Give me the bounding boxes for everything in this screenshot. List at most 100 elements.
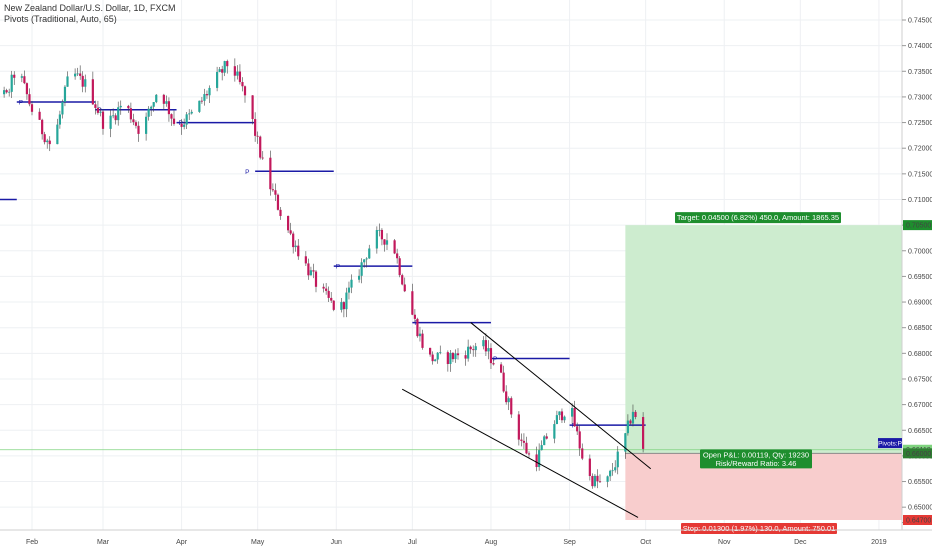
candle-body (147, 108, 150, 117)
x-tick-label: Jul (408, 539, 417, 546)
candle-body (28, 94, 31, 105)
y-tick-label: 0.69500 (908, 274, 932, 281)
trendline[interactable] (401, 388, 639, 518)
candle-body (251, 95, 254, 120)
candle-body (61, 101, 64, 115)
candle-body (492, 363, 495, 365)
candle-body (606, 476, 609, 482)
candle-body (439, 352, 442, 353)
target-label: Target: 0.04500 (6.82%) 450.0, Amount: 1… (675, 212, 841, 224)
candle-body (41, 119, 44, 135)
candle-body (185, 114, 188, 125)
candle-body (527, 453, 531, 455)
pnl-label-text: Open P&L: 0.00119, Qty: 19230 (703, 450, 809, 459)
candle-body (205, 94, 209, 96)
candle-body (13, 74, 16, 78)
candle-body (555, 415, 558, 425)
x-tick-label: Feb (26, 539, 38, 546)
candle-body (132, 119, 135, 123)
candle-body (38, 111, 41, 120)
candle-body (456, 353, 460, 356)
time-axis[interactable]: Feb Mar Apr May Jun Jul Aug Sep Oct Nov Dec 2019 (26, 539, 887, 546)
entry-price-badge: 0.66000 (906, 451, 931, 458)
candle-body (451, 352, 455, 360)
y-tick-label: 0.69000 (908, 300, 932, 307)
candle-body (152, 102, 155, 107)
candle-body (393, 240, 396, 254)
candle-body (20, 76, 23, 78)
candle-body (553, 424, 556, 439)
candle-body (114, 115, 117, 121)
candle-body (276, 194, 280, 210)
candle-body (598, 481, 602, 483)
candle-body (525, 442, 528, 454)
candle-body (25, 83, 29, 95)
candle-body (216, 71, 219, 88)
candle-body (167, 101, 171, 115)
x-tick-label: Mar (97, 539, 110, 546)
candle-body (507, 398, 510, 403)
candle-body (332, 300, 335, 310)
pnl-label-text: Risk/Reward Ratio: 3.46 (716, 459, 797, 468)
candle-body (261, 157, 264, 159)
candle-body (221, 69, 224, 73)
candle-body (411, 291, 414, 315)
candle-body (434, 359, 437, 362)
candle-body (117, 107, 120, 121)
candle-body (505, 391, 508, 403)
candle-body (200, 100, 203, 102)
candle-body (626, 420, 629, 434)
position-zones[interactable] (625, 225, 902, 520)
trendlines[interactable] (401, 322, 652, 518)
x-tick-label: Dec (794, 539, 807, 546)
target-zone[interactable] (625, 225, 902, 454)
candle-body (375, 230, 378, 249)
candle-body (472, 349, 475, 351)
candle-body (119, 105, 122, 108)
candle-body (23, 76, 26, 84)
candle-body (292, 233, 295, 248)
candle-body (325, 288, 328, 291)
candle-body (271, 189, 274, 191)
candle-body (223, 61, 226, 73)
candle-body (538, 450, 541, 468)
candle-body (624, 433, 627, 452)
candle-body (183, 124, 186, 127)
candle-body (109, 115, 112, 129)
candle-body (616, 451, 619, 468)
candle-body (413, 314, 416, 319)
candle-body (309, 270, 313, 276)
candle-body (520, 439, 523, 441)
pivot-badge-text: Pivots:P (878, 441, 902, 448)
pivot-badge[interactable]: Pivots:P (878, 438, 902, 449)
candle-body (469, 346, 472, 350)
candle-body (545, 436, 548, 439)
candle-body (571, 408, 574, 417)
candle-body (380, 229, 384, 240)
candle-body (218, 69, 221, 72)
trendline[interactable] (470, 322, 652, 470)
x-tick-label: Jun (331, 539, 342, 546)
candle-body (188, 113, 191, 115)
candle-body (180, 123, 183, 127)
candle-body (609, 470, 612, 477)
candle-body (330, 297, 333, 301)
candle-body (43, 134, 46, 143)
candle-body (81, 75, 84, 87)
pivot-letter: P (179, 120, 183, 127)
candle-body (226, 61, 229, 67)
candle-body (482, 340, 485, 347)
candle-body (297, 245, 300, 257)
candle-body (396, 253, 399, 259)
candle-body (155, 94, 158, 103)
candle-body (398, 258, 401, 276)
candle-body (10, 74, 13, 92)
y-tick-label: 0.73000 (908, 94, 932, 101)
candle-body (431, 354, 434, 362)
stop-label-box (681, 523, 837, 534)
candle-body (385, 240, 389, 245)
candle-body (484, 340, 487, 352)
x-tick-label: Nov (718, 539, 731, 546)
candle-body (365, 258, 368, 260)
